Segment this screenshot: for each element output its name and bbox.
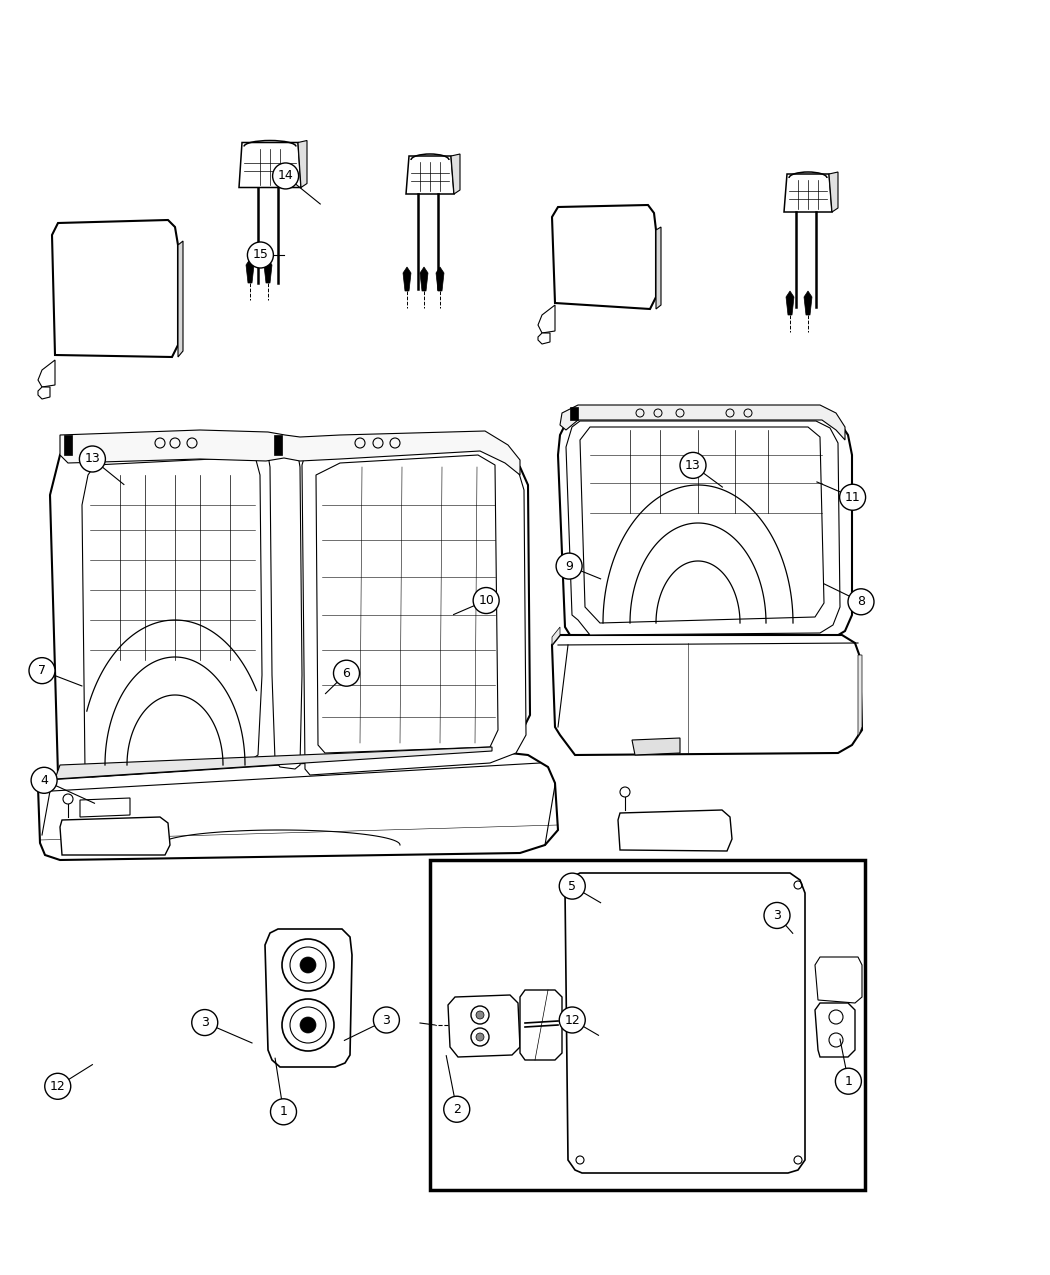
Circle shape (836, 1068, 861, 1094)
Polygon shape (538, 333, 550, 344)
Polygon shape (246, 259, 254, 283)
Polygon shape (178, 241, 183, 357)
Circle shape (63, 794, 74, 805)
Polygon shape (264, 259, 272, 283)
Text: 3: 3 (382, 1014, 391, 1026)
Text: 4: 4 (40, 774, 48, 787)
Text: 9: 9 (565, 560, 573, 572)
Polygon shape (265, 929, 352, 1067)
Polygon shape (830, 172, 838, 212)
Circle shape (444, 1096, 469, 1122)
Circle shape (560, 1007, 585, 1033)
Text: 8: 8 (857, 595, 865, 608)
Polygon shape (784, 173, 832, 212)
Polygon shape (552, 205, 656, 309)
Circle shape (764, 903, 790, 928)
Circle shape (192, 1010, 217, 1035)
Circle shape (80, 446, 105, 472)
Polygon shape (406, 156, 454, 194)
Polygon shape (60, 817, 170, 856)
Polygon shape (50, 435, 530, 785)
Polygon shape (38, 751, 558, 861)
Text: 13: 13 (84, 453, 100, 465)
Circle shape (476, 1033, 484, 1040)
Circle shape (300, 958, 316, 973)
Polygon shape (552, 627, 560, 645)
Text: 7: 7 (38, 664, 46, 677)
Polygon shape (268, 455, 302, 769)
Polygon shape (786, 291, 794, 315)
Polygon shape (538, 305, 555, 333)
Text: 11: 11 (844, 491, 861, 504)
Polygon shape (570, 407, 578, 419)
Text: 15: 15 (252, 249, 269, 261)
Polygon shape (52, 221, 178, 357)
Text: 1: 1 (844, 1075, 853, 1088)
Circle shape (248, 242, 273, 268)
Polygon shape (566, 421, 840, 635)
Circle shape (474, 588, 499, 613)
Polygon shape (436, 266, 444, 291)
Polygon shape (80, 798, 130, 817)
Polygon shape (430, 861, 865, 1190)
Text: 1: 1 (279, 1105, 288, 1118)
Circle shape (556, 553, 582, 579)
Polygon shape (64, 435, 72, 455)
Polygon shape (420, 266, 428, 291)
Text: 12: 12 (50, 1080, 65, 1093)
Circle shape (476, 1011, 484, 1019)
Polygon shape (632, 738, 680, 755)
Text: 12: 12 (565, 1014, 580, 1026)
Polygon shape (452, 154, 460, 194)
Circle shape (680, 453, 706, 478)
Circle shape (273, 163, 298, 189)
Circle shape (45, 1074, 70, 1099)
Circle shape (271, 1099, 296, 1125)
Polygon shape (298, 140, 307, 187)
Polygon shape (55, 747, 492, 779)
Circle shape (32, 768, 57, 793)
Polygon shape (274, 435, 282, 455)
Polygon shape (520, 989, 562, 1060)
Polygon shape (558, 413, 852, 643)
Text: 10: 10 (478, 594, 495, 607)
Circle shape (29, 658, 55, 683)
Polygon shape (580, 427, 824, 623)
Circle shape (374, 1007, 399, 1033)
Polygon shape (656, 227, 662, 309)
Polygon shape (560, 405, 845, 440)
Polygon shape (403, 266, 411, 291)
Polygon shape (38, 360, 55, 388)
Polygon shape (815, 958, 862, 1003)
Text: 6: 6 (342, 667, 351, 680)
Polygon shape (448, 994, 520, 1057)
Polygon shape (302, 442, 526, 775)
Polygon shape (552, 635, 862, 755)
Circle shape (620, 787, 630, 797)
Polygon shape (60, 430, 520, 476)
Polygon shape (618, 810, 732, 850)
Circle shape (334, 660, 359, 686)
Polygon shape (804, 291, 812, 315)
Polygon shape (38, 388, 50, 399)
Text: 5: 5 (568, 880, 576, 892)
Polygon shape (565, 873, 805, 1173)
Polygon shape (239, 143, 301, 187)
Circle shape (840, 484, 865, 510)
Text: 3: 3 (201, 1016, 209, 1029)
Circle shape (560, 873, 585, 899)
Text: 14: 14 (277, 170, 294, 182)
Polygon shape (858, 655, 862, 737)
Text: 2: 2 (453, 1103, 461, 1116)
Circle shape (300, 1017, 316, 1033)
Text: 13: 13 (685, 459, 701, 472)
Text: 3: 3 (773, 909, 781, 922)
Polygon shape (815, 1003, 855, 1057)
Polygon shape (82, 456, 262, 776)
Polygon shape (316, 455, 498, 754)
Circle shape (848, 589, 874, 615)
